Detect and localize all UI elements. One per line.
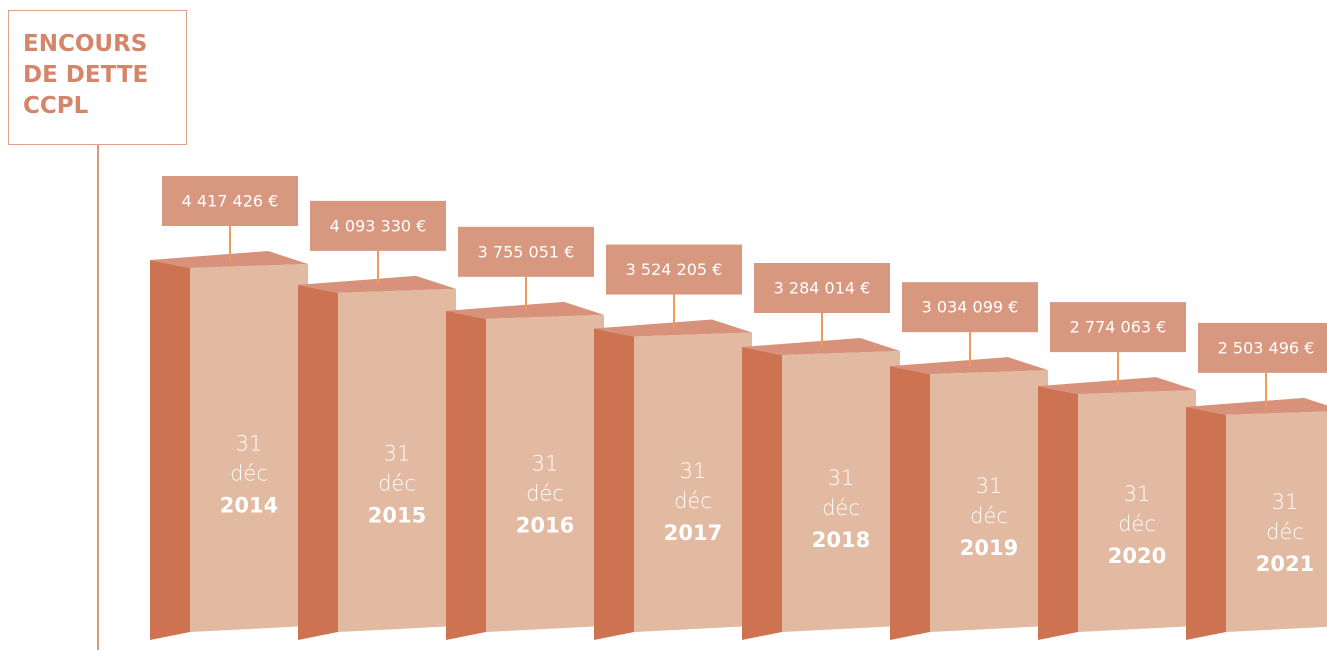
category-day: 31: [1124, 482, 1151, 506]
category-month: déc: [1118, 512, 1156, 536]
category-day: 31: [384, 441, 411, 465]
bar-top: [1186, 397, 1327, 415]
value-label-box: [1198, 322, 1327, 373]
bar-side: [1186, 406, 1226, 640]
bar-side: [890, 366, 930, 640]
value-label-box: [162, 176, 298, 226]
bar-side: [446, 310, 486, 640]
x-tick-label: 2018: [812, 528, 870, 552]
x-tick-label: 2020: [1108, 544, 1166, 568]
x-tick-label: 2015: [368, 503, 426, 527]
category-day: 31: [236, 431, 263, 455]
chart-title: ENCOURS DE DETTE CCPL: [23, 31, 149, 119]
bar-side: [742, 346, 782, 640]
title-stem: [97, 145, 99, 650]
bar: [782, 350, 900, 632]
category-day: 31: [532, 452, 559, 476]
category-day: 31: [680, 459, 707, 483]
bar-side: [594, 328, 634, 640]
x-tick-label: 2017: [664, 521, 722, 545]
bar: [1226, 411, 1327, 632]
value-label-box: [1050, 302, 1186, 353]
x-tick-label: 2014: [220, 493, 278, 517]
value-label-box: [606, 244, 742, 295]
bar: [634, 332, 752, 632]
value-label: 3 034 099 €: [922, 298, 1019, 317]
category-month: déc: [674, 489, 712, 513]
value-label: 2 774 063 €: [1070, 318, 1167, 337]
bar-side: [298, 284, 338, 640]
category-month: déc: [230, 461, 268, 485]
bar: [930, 370, 1048, 632]
category-month: déc: [1266, 520, 1304, 544]
x-tick-label: 2019: [960, 536, 1018, 560]
category-day: 31: [828, 466, 855, 490]
category-month: déc: [822, 496, 860, 520]
bar-side: [1038, 386, 1078, 640]
category-month: déc: [526, 482, 564, 506]
category-day: 31: [1272, 490, 1299, 514]
category-month: déc: [378, 471, 416, 495]
value-label: 3 524 205 €: [626, 260, 723, 279]
value-label: 3 284 014 €: [774, 278, 871, 297]
title-box: ENCOURS DE DETTE CCPL: [8, 10, 187, 145]
bar: [338, 288, 456, 632]
value-label: 4 417 426 €: [182, 192, 279, 211]
value-label: 3 755 051 €: [478, 242, 575, 261]
value-label-box: [310, 200, 446, 251]
bar: [486, 314, 604, 632]
value-label: 2 503 496 €: [1218, 338, 1315, 357]
x-tick-label: 2021: [1256, 552, 1314, 576]
value-label: 4 093 330 €: [330, 216, 427, 235]
value-label-box: [458, 226, 594, 277]
bar: [190, 264, 308, 632]
value-label-box: [902, 282, 1038, 333]
value-label-box: [754, 262, 890, 313]
bar-side: [150, 260, 190, 640]
category-month: déc: [970, 504, 1008, 528]
category-day: 31: [976, 474, 1003, 498]
bar: [1078, 390, 1196, 632]
x-tick-label: 2016: [516, 514, 574, 538]
